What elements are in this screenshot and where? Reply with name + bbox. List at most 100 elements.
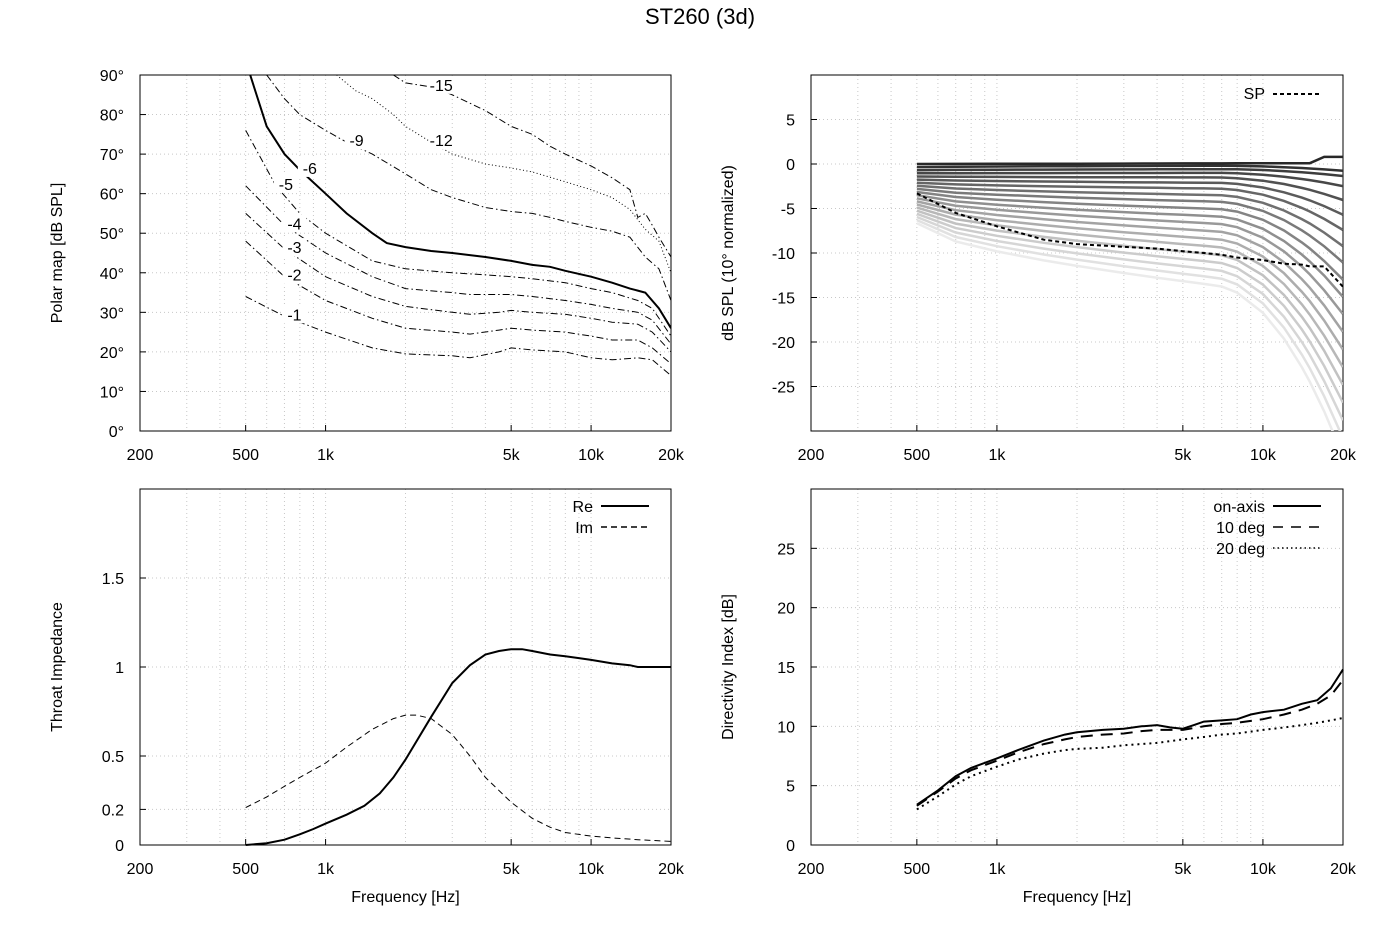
series-line-re: [245, 648, 671, 846]
contour-label-bg: [429, 131, 454, 150]
x-tick-label: 1k: [317, 861, 335, 878]
contour-lines: [245, 75, 671, 376]
contour-label-bg: [282, 214, 307, 233]
y-tick-label: 10: [777, 719, 795, 736]
contour-label-bg: [282, 265, 307, 284]
contour-label-bg: [429, 75, 454, 94]
angle-curve: [916, 190, 1343, 281]
x-tick-label: 10k: [1250, 861, 1277, 878]
y-tick-label: -25: [772, 380, 795, 397]
x-tick-label: 1k: [988, 447, 1006, 464]
angle-curve: [916, 193, 1343, 298]
legend-label: Re: [573, 499, 594, 516]
angle-curve: [916, 215, 1343, 421]
y-tick-label: 60°: [100, 187, 124, 204]
x-tick-label: 5k: [503, 447, 521, 464]
legend-label: SP: [1244, 86, 1265, 103]
series-line--9: [266, 75, 671, 301]
x-tick-label: 5k: [1174, 861, 1192, 878]
y-tick-label: 5: [786, 113, 795, 130]
x-tick-label: 500: [904, 447, 931, 464]
x-tick-label: 1k: [317, 447, 335, 464]
series-line--15: [393, 75, 671, 258]
y-tick-label: 50°: [100, 226, 124, 243]
series-line--6: [249, 75, 671, 329]
contour-label-bg: [282, 238, 307, 257]
x-tick-label: 20k: [1330, 861, 1357, 878]
x-tick-label: 20k: [658, 861, 685, 878]
contour-label-bg: [282, 305, 307, 324]
angle-curve: [916, 206, 1343, 368]
y-tick-label: 90°: [100, 68, 124, 85]
contour-label: -2: [287, 268, 301, 285]
contour-label-bg: [344, 131, 369, 150]
contour-label: -5: [279, 177, 293, 194]
x-tick-label: 200: [798, 861, 825, 878]
x-tick-label: 500: [232, 447, 259, 464]
y-tick-label: 70°: [100, 147, 124, 164]
x-tick-label: 20k: [1330, 447, 1357, 464]
y-tick-label: 0°: [109, 424, 124, 441]
y-tick-label: 25: [777, 541, 795, 558]
angle-curve: [916, 187, 1343, 264]
x-tick-label: 500: [232, 861, 259, 878]
series-line-10-deg: [916, 679, 1344, 807]
legend-label: 20 deg: [1216, 541, 1265, 558]
x-tick-label: 200: [798, 447, 825, 464]
contour-label: -15: [430, 78, 453, 95]
series-line--1: [245, 296, 671, 376]
contour-label-bg: [297, 158, 322, 177]
normalized-spl-chart: 200 500 1k 5k 10k 20k -25 -20 -15 -10 -5 0 5 dB SPL (…: [720, 74, 1357, 464]
x-axis-label: Frequency [Hz]: [351, 889, 459, 906]
angle-curve: [916, 212, 1343, 404]
y-tick-label: -5: [781, 202, 795, 219]
y-tick-label: 30°: [100, 305, 124, 322]
angle-curve: [916, 181, 1343, 232]
y-tick-label: 0: [786, 838, 795, 855]
legend-label: Im: [575, 520, 593, 537]
directivity-index-chart: 200 500 1k 5k 10k 20k 0 5 10 15 20 25 Directivity In…: [720, 488, 1357, 906]
plot-frame: [139, 74, 672, 432]
y-tick-label: 20: [777, 601, 795, 618]
angle-curve: [916, 218, 1342, 431]
x-axis-label: Frequency [Hz]: [1023, 889, 1131, 906]
angle-curve: [916, 178, 1343, 216]
y-tick-label: 10°: [100, 384, 124, 401]
y-axis-label: Polar map [dB SPL]: [49, 183, 66, 324]
throat-impedance-chart: 200 500 1k 5k 10k 20k 0 0.2 0.5 1 1.5 Throat Impeda…: [49, 488, 685, 906]
angle-curve: [916, 203, 1343, 351]
angle-curve: [916, 164, 1343, 173]
page-title: ST260 (3d): [644, 4, 756, 29]
x-tick-label: 10k: [578, 861, 605, 878]
contour-label-bg: [273, 174, 298, 193]
angle-curve: [916, 197, 1343, 315]
y-axis-label: dB SPL (10° normalized): [720, 165, 737, 341]
series-line--12: [336, 75, 671, 273]
x-tick-label: 200: [127, 861, 154, 878]
contour-label: -6: [303, 161, 317, 178]
series-line-on-axis: [916, 668, 1344, 806]
x-tick-label: 10k: [1250, 447, 1277, 464]
legend-label: on-axis: [1213, 499, 1265, 516]
legend-label: 10 deg: [1216, 520, 1265, 537]
series-line--2: [245, 240, 671, 365]
contour-label: -1: [287, 307, 301, 324]
y-tick-label: 0.5: [102, 749, 124, 766]
x-tick-label: 200: [127, 447, 154, 464]
y-axis-label: Throat Impedance: [49, 602, 66, 732]
x-tick-label: 5k: [503, 861, 521, 878]
series-line-im: [245, 714, 672, 842]
angle-curve: [916, 155, 1343, 166]
angle-curve: [916, 222, 1334, 431]
angle-curve: [916, 200, 1343, 333]
series-line-sp: [916, 192, 1343, 288]
contour-label: -4: [287, 216, 301, 233]
y-tick-label: 15: [777, 660, 795, 677]
x-tick-label: 5k: [1174, 447, 1192, 464]
x-tick-label: 10k: [578, 447, 605, 464]
contour-label: -3: [287, 240, 301, 257]
contour-label: -12: [430, 133, 453, 150]
series-line--3: [245, 213, 671, 353]
contour-label: -9: [349, 133, 363, 150]
